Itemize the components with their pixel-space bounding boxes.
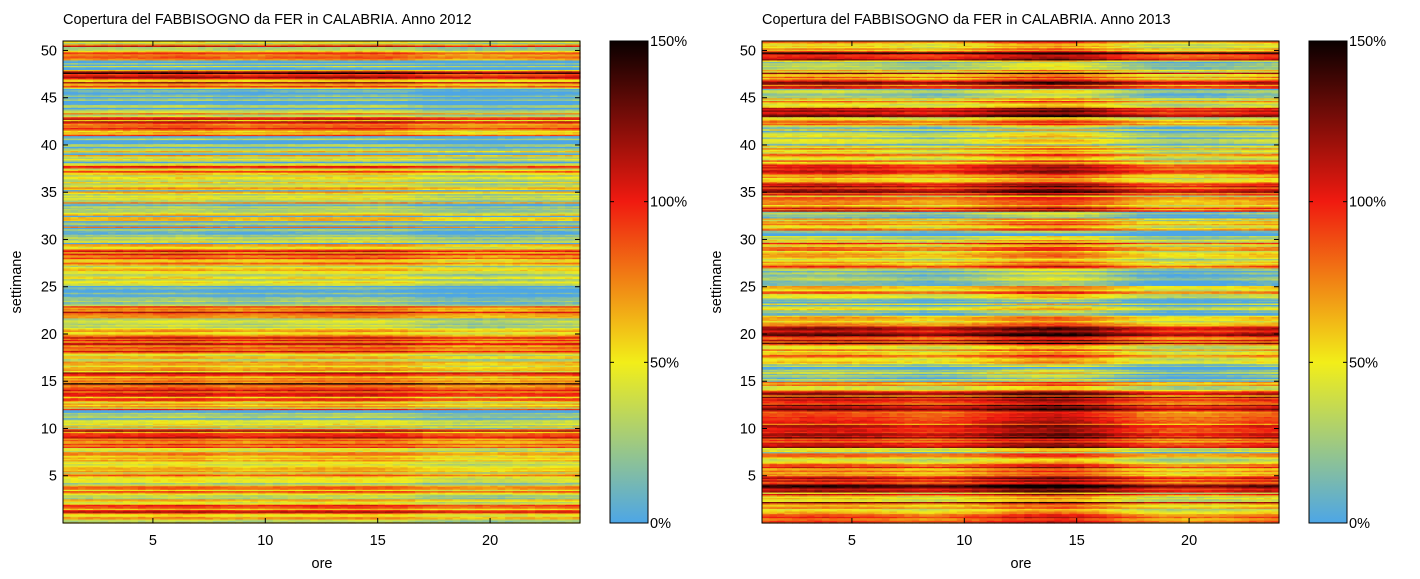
chart-title: Copertura del FABBISOGNO da FER in CALAB… [63,12,472,28]
heatmap-2012 [63,41,581,524]
chart-panel-2012: Copertura del FABBISOGNO da FER in CALAB… [9,12,687,572]
